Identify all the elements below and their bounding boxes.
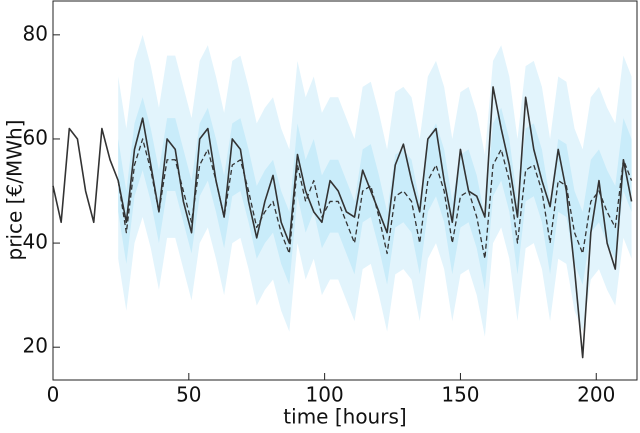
plot-frame [52, 0, 638, 381]
y-tick-label: 20 [23, 334, 48, 358]
price-line [52, 86, 633, 359]
x-tick-label: 0 [47, 383, 60, 407]
y-tick-label: 40 [23, 230, 48, 254]
x-tick-label: 200 [577, 383, 615, 407]
y-tick-label: 80 [23, 21, 48, 45]
x-tick-label: 50 [176, 383, 201, 407]
y-axis-label: price [€/MWh] [3, 120, 27, 261]
x-tick-label: 100 [306, 383, 344, 407]
x-axis-label: time [hours] [283, 405, 406, 429]
x-tick-label: 150 [441, 383, 479, 407]
y-tick-label: 60 [23, 125, 48, 149]
interval-band [118, 97, 632, 290]
